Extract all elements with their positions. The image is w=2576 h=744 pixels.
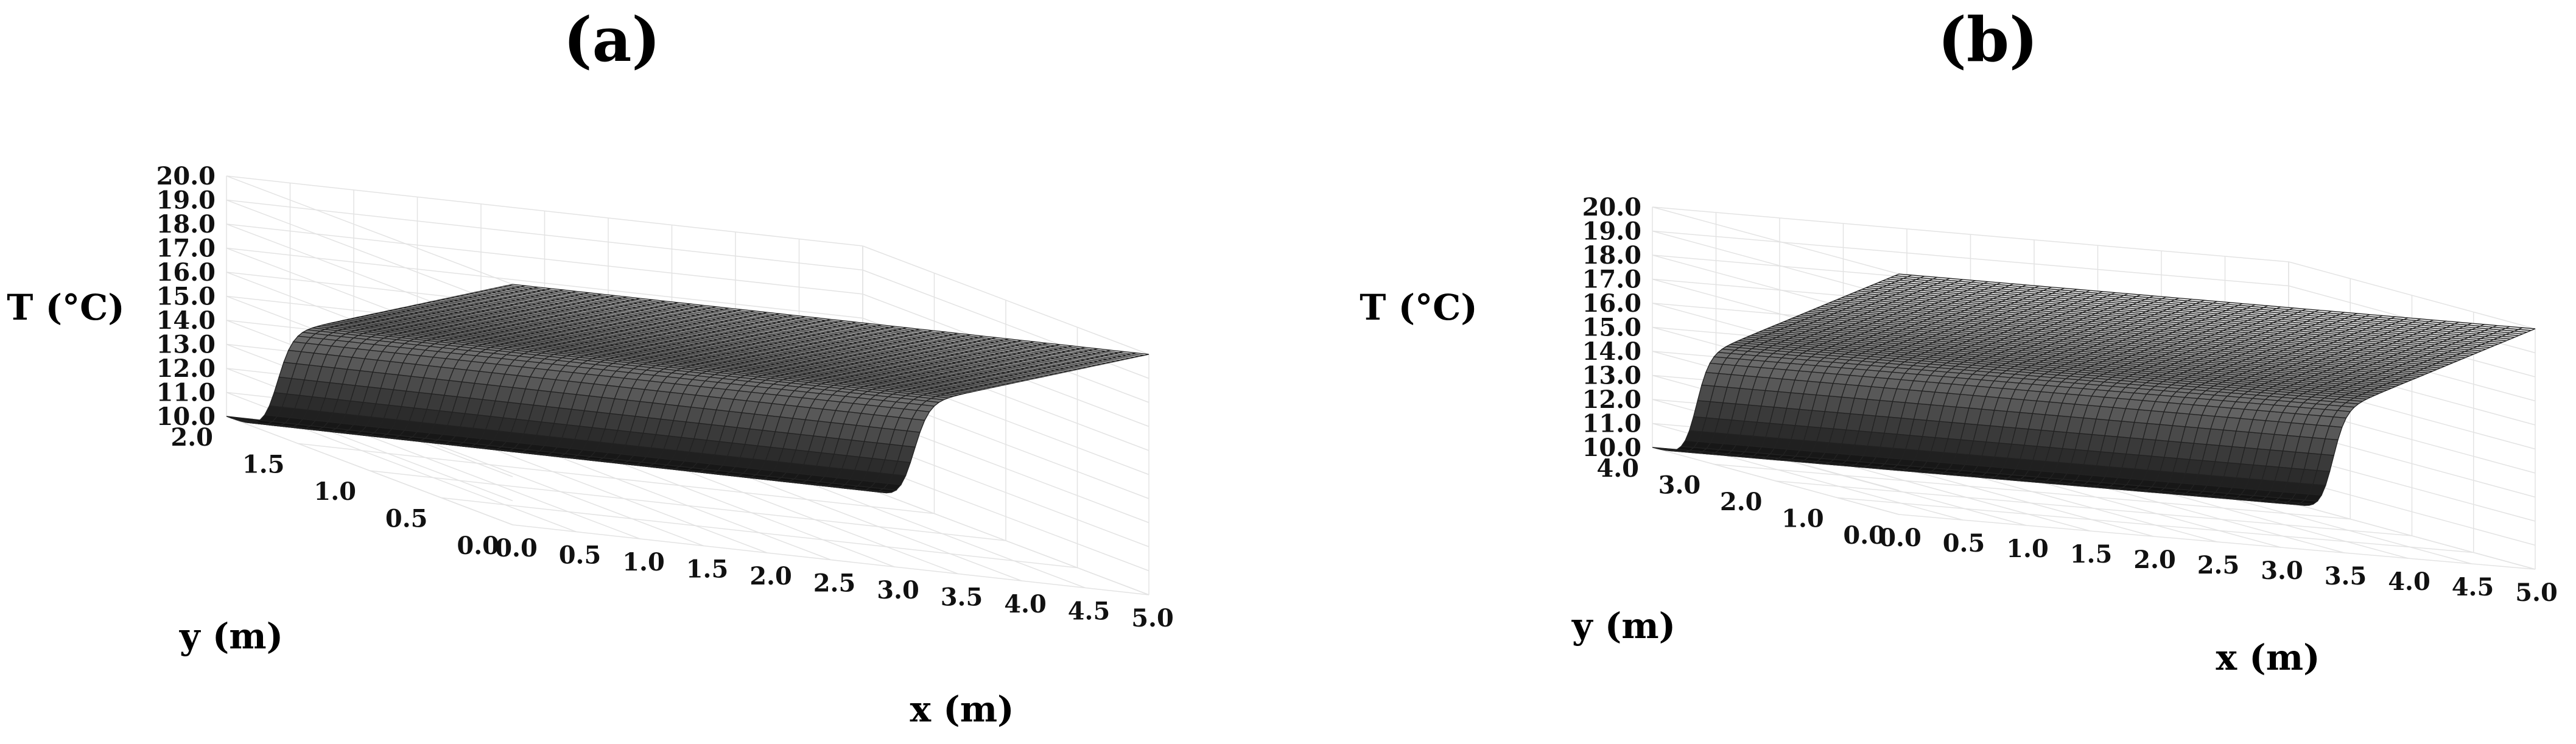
z-tick-label: 15.0 xyxy=(156,283,216,311)
z-tick-label: 10.0 xyxy=(156,402,216,431)
grid-line xyxy=(369,470,1006,541)
surface-plot-a: (a) T (°C) y (m) x (m) 0.0 0.5 1.0 1.5 2.0 2.… xyxy=(7,4,1174,730)
y-axis-label-b: y (m) xyxy=(1571,605,1676,647)
grid-line xyxy=(1652,447,1900,515)
temperature-surface xyxy=(226,284,1149,494)
tick-labels: 0.0 0.5 1.0 1.5 2.0 2.5 3.0 3.5 4.0 4.5 5.0 0.0 0.5 1… xyxy=(156,162,1174,633)
z-tick-label: 16.0 xyxy=(156,258,216,287)
x-tick-label: 1.5 xyxy=(686,555,729,584)
x-tick-label: 2.5 xyxy=(813,569,856,598)
x-axis-label-a: x (m) xyxy=(910,689,1014,730)
surface-plot-b: (b) T (°C) y (m) x (m) 0.0 0.5 1.0 1.5 2.0 2.… xyxy=(1288,0,2576,744)
grid-line xyxy=(226,416,513,525)
y-tick-label: 2.0 xyxy=(170,423,213,452)
x-tick-label: 1.0 xyxy=(622,548,665,577)
temperature-surface xyxy=(1652,273,2536,506)
grid-line xyxy=(1714,463,2351,520)
grid-line xyxy=(512,524,1149,595)
grid-line xyxy=(1775,480,2412,536)
grid-line xyxy=(1898,514,2536,570)
grid-line xyxy=(226,175,513,285)
y-tick-label: 1.0 xyxy=(314,477,356,506)
z-tick-label: 18.0 xyxy=(156,210,216,239)
z-tick-label: 11.0 xyxy=(156,379,216,407)
x-tick-label: 4.0 xyxy=(1004,590,1047,619)
y-tick-label: 0.5 xyxy=(385,505,428,533)
z-axis-label-b: T (°C) xyxy=(1360,287,1477,328)
x-tick-label: 2.0 xyxy=(749,562,792,591)
grid-line xyxy=(298,443,935,514)
y-axis-label-a: y (m) xyxy=(179,616,283,657)
x-tick-label: 4.5 xyxy=(1068,597,1111,626)
x-tick-label: 5.0 xyxy=(1131,604,1174,633)
grid-line xyxy=(226,199,513,309)
z-tick-label: 19.0 xyxy=(156,186,216,215)
z-axis-label-a: T (°C) xyxy=(7,287,124,328)
grid-line xyxy=(1652,206,1900,275)
y-tick-label: 0.0 xyxy=(457,532,499,560)
x-tick-label: 0.5 xyxy=(559,541,602,570)
panel-title-a: (a) xyxy=(563,4,660,75)
z-tick-label: 13.0 xyxy=(156,331,216,359)
z-tick-label: 12.0 xyxy=(156,354,216,383)
grid-line xyxy=(1652,230,1900,299)
y-tick-label: 1.5 xyxy=(242,451,285,479)
surface-cell xyxy=(1131,353,1149,356)
x-axis-label-b: x (m) xyxy=(2216,637,2320,678)
grid-line xyxy=(1837,497,2474,553)
x-tick-label: 3.0 xyxy=(877,576,919,605)
x-tick-label: 3.5 xyxy=(941,583,983,612)
z-tick-label: 17.0 xyxy=(156,234,216,263)
surface-plot-a-canvas: (a) T (°C) y (m) x (m) 0.0 0.5 1.0 1.5 2.0 2.… xyxy=(7,4,1174,730)
panel-title-b: (b) xyxy=(1938,4,2038,75)
x-tick-label: 0.0 xyxy=(495,534,538,563)
z-tick-label: 20.0 xyxy=(156,162,216,191)
z-tick-label: 14.0 xyxy=(156,306,216,335)
grid-line xyxy=(441,497,1078,569)
surface-plot-b-canvas: (b) T (°C) y (m) x (m) 0.0 0.5 1.0 1.5 2.0 2.… xyxy=(1360,4,2558,678)
